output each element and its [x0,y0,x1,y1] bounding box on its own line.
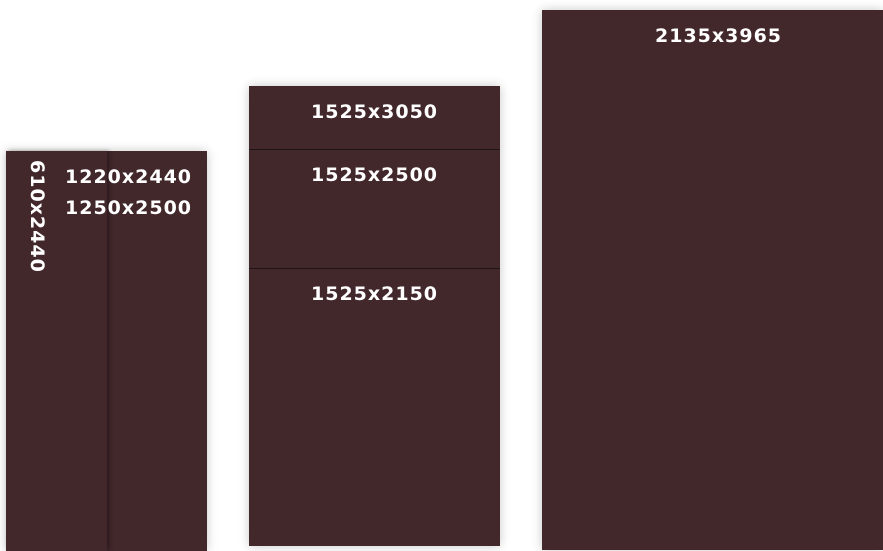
divider-1525x2500 [249,149,500,150]
label-1220x2440: 1220x2440 [65,166,193,188]
sheet-1525x3050 [249,86,500,546]
label-1525x2500: 1525x2500 [311,164,439,186]
label-610x2440: 610x2440 [26,160,48,273]
label-1525x2150: 1525x2150 [311,283,439,305]
label-1250x2500: 1250x2500 [65,197,193,219]
divider-1525x2150 [249,268,500,269]
label-2135x3965: 2135x3965 [655,25,783,47]
sheet-2135x3965 [542,10,883,550]
label-1525x3050: 1525x3050 [311,101,439,123]
sheet-610x2440 [6,151,107,551]
